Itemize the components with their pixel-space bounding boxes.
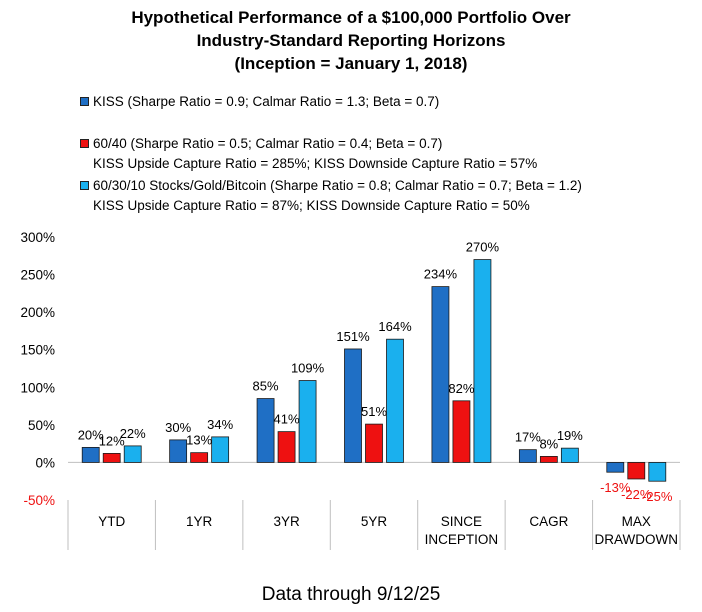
y-tick-label: 50% bbox=[28, 418, 55, 433]
data-label: 82% bbox=[448, 381, 474, 396]
bar-60-30-10-stocks-gold-bitcoin bbox=[211, 436, 230, 463]
data-label: 13% bbox=[186, 433, 212, 448]
x-tick-label: MAX bbox=[622, 514, 651, 529]
legend-swatch bbox=[80, 97, 89, 106]
y-tick-label: 200% bbox=[20, 305, 55, 320]
legend-label: 60/30/10 Stocks/Gold/Bitcoin (Sharpe Rat… bbox=[93, 178, 582, 193]
legend-swatch bbox=[80, 139, 89, 148]
bar-60-30-10-stocks-gold-bitcoin bbox=[298, 380, 317, 463]
legend-label: KISS Upside Capture Ratio = 285%; KISS D… bbox=[93, 156, 538, 171]
data-label: 34% bbox=[207, 417, 233, 432]
bar-60-30-10-stocks-gold-bitcoin bbox=[648, 462, 667, 482]
legend-swatch bbox=[80, 181, 89, 190]
chart-title-line: Industry-Standard Reporting Horizons bbox=[196, 31, 506, 50]
data-label: 22% bbox=[120, 426, 146, 441]
bar-kiss bbox=[518, 449, 537, 463]
bar-60-40 bbox=[190, 452, 209, 463]
y-tick-label: 100% bbox=[20, 380, 55, 395]
legend-label: KISS Upside Capture Ratio = 87%; KISS Do… bbox=[93, 198, 530, 213]
x-tick-label: CAGR bbox=[529, 514, 568, 529]
y-tick-label: -50% bbox=[23, 493, 55, 508]
data-label: 270% bbox=[466, 240, 500, 255]
data-label: 20% bbox=[78, 427, 104, 442]
y-tick-label: 0% bbox=[35, 455, 55, 470]
bar-60-30-10-stocks-gold-bitcoin bbox=[123, 445, 142, 463]
legend-label: KISS (Sharpe Ratio = 0.9; Calmar Ratio =… bbox=[93, 94, 440, 109]
x-tick-label: SINCE bbox=[441, 514, 482, 529]
bar-60-40 bbox=[102, 453, 121, 463]
y-tick-label: 250% bbox=[20, 268, 55, 283]
legend-entry-60-30-10: 60/30/10 Stocks/Gold/Bitcoin (Sharpe Rat… bbox=[80, 176, 690, 216]
footer-note: Data through 9/12/25 bbox=[261, 584, 441, 605]
bar-60-40 bbox=[277, 431, 296, 463]
data-label: 51% bbox=[361, 404, 387, 419]
bar-60-40 bbox=[539, 456, 558, 463]
x-tick-label: INCEPTION bbox=[425, 532, 499, 547]
data-label: 30% bbox=[165, 420, 191, 435]
legend-label: 60/40 (Sharpe Ratio = 0.5; Calmar Ratio … bbox=[93, 136, 443, 151]
bar-kiss bbox=[169, 439, 188, 463]
legend-entry-60-40: 60/40 (Sharpe Ratio = 0.5; Calmar Ratio … bbox=[80, 134, 690, 174]
bar-60-40 bbox=[452, 400, 471, 463]
data-label: 164% bbox=[378, 319, 412, 334]
data-label: -25% bbox=[642, 489, 673, 504]
x-tick-label: 1YR bbox=[186, 514, 213, 529]
data-label: 151% bbox=[336, 329, 370, 344]
data-label: 41% bbox=[274, 412, 300, 427]
bar-kiss bbox=[606, 462, 625, 473]
data-label: -22% bbox=[621, 487, 652, 502]
data-label: 109% bbox=[291, 361, 325, 376]
bar-60-30-10-stocks-gold-bitcoin bbox=[473, 259, 492, 463]
bar-60-30-10-stocks-gold-bitcoin bbox=[560, 447, 579, 463]
bar-kiss bbox=[256, 398, 275, 463]
x-tick-label: 3YR bbox=[273, 514, 300, 529]
bar-60-40 bbox=[627, 462, 646, 480]
data-label: 19% bbox=[557, 428, 583, 443]
x-tick-label: DRAWDOWN bbox=[595, 532, 679, 547]
bar-60-40 bbox=[365, 423, 383, 463]
data-label: 85% bbox=[253, 379, 279, 394]
legend-entry-kiss: KISS (Sharpe Ratio = 0.9; Calmar Ratio =… bbox=[80, 92, 690, 112]
bar-kiss bbox=[344, 348, 362, 463]
chart-title: Hypothetical Performance of a $100,000 P… bbox=[0, 6, 702, 75]
data-label: -13% bbox=[600, 480, 631, 495]
chart-title-line: (Inception = January 1, 2018) bbox=[234, 54, 468, 73]
bar-kiss bbox=[431, 286, 450, 463]
x-tick-label: 5YR bbox=[361, 514, 388, 529]
x-tick-label: YTD bbox=[98, 514, 125, 529]
chart-legend: KISS (Sharpe Ratio = 0.9; Calmar Ratio =… bbox=[80, 92, 690, 216]
data-label: 8% bbox=[539, 436, 558, 451]
chart-title-line: Hypothetical Performance of a $100,000 P… bbox=[131, 8, 571, 27]
data-label: 17% bbox=[515, 430, 541, 445]
y-tick-label: 150% bbox=[20, 343, 55, 358]
data-label: 234% bbox=[424, 267, 458, 282]
y-tick-label: 300% bbox=[20, 230, 55, 245]
bar-kiss bbox=[81, 446, 100, 463]
bar-60-30-10-stocks-gold-bitcoin bbox=[386, 338, 404, 463]
data-label: 12% bbox=[99, 433, 125, 448]
